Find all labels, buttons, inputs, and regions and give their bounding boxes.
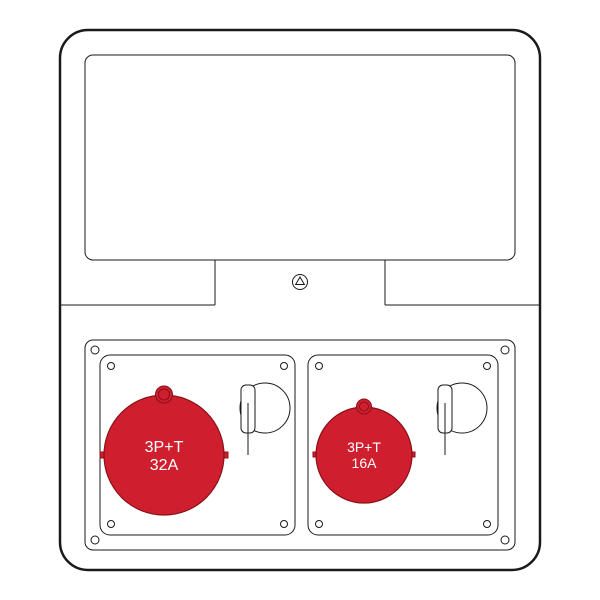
cap-label-line1: 3P+T	[347, 439, 381, 455]
cap-knob-inner	[360, 402, 369, 411]
distribution-box-diagram: 3P+T32A3P+T16A	[0, 0, 600, 600]
cap-label-line2: 16A	[352, 455, 378, 471]
canvas-bg	[0, 0, 600, 600]
cap-knob-inner	[159, 389, 170, 400]
cap-label-line1: 3P+T	[145, 439, 184, 456]
cap-label-line2: 32A	[150, 457, 179, 474]
